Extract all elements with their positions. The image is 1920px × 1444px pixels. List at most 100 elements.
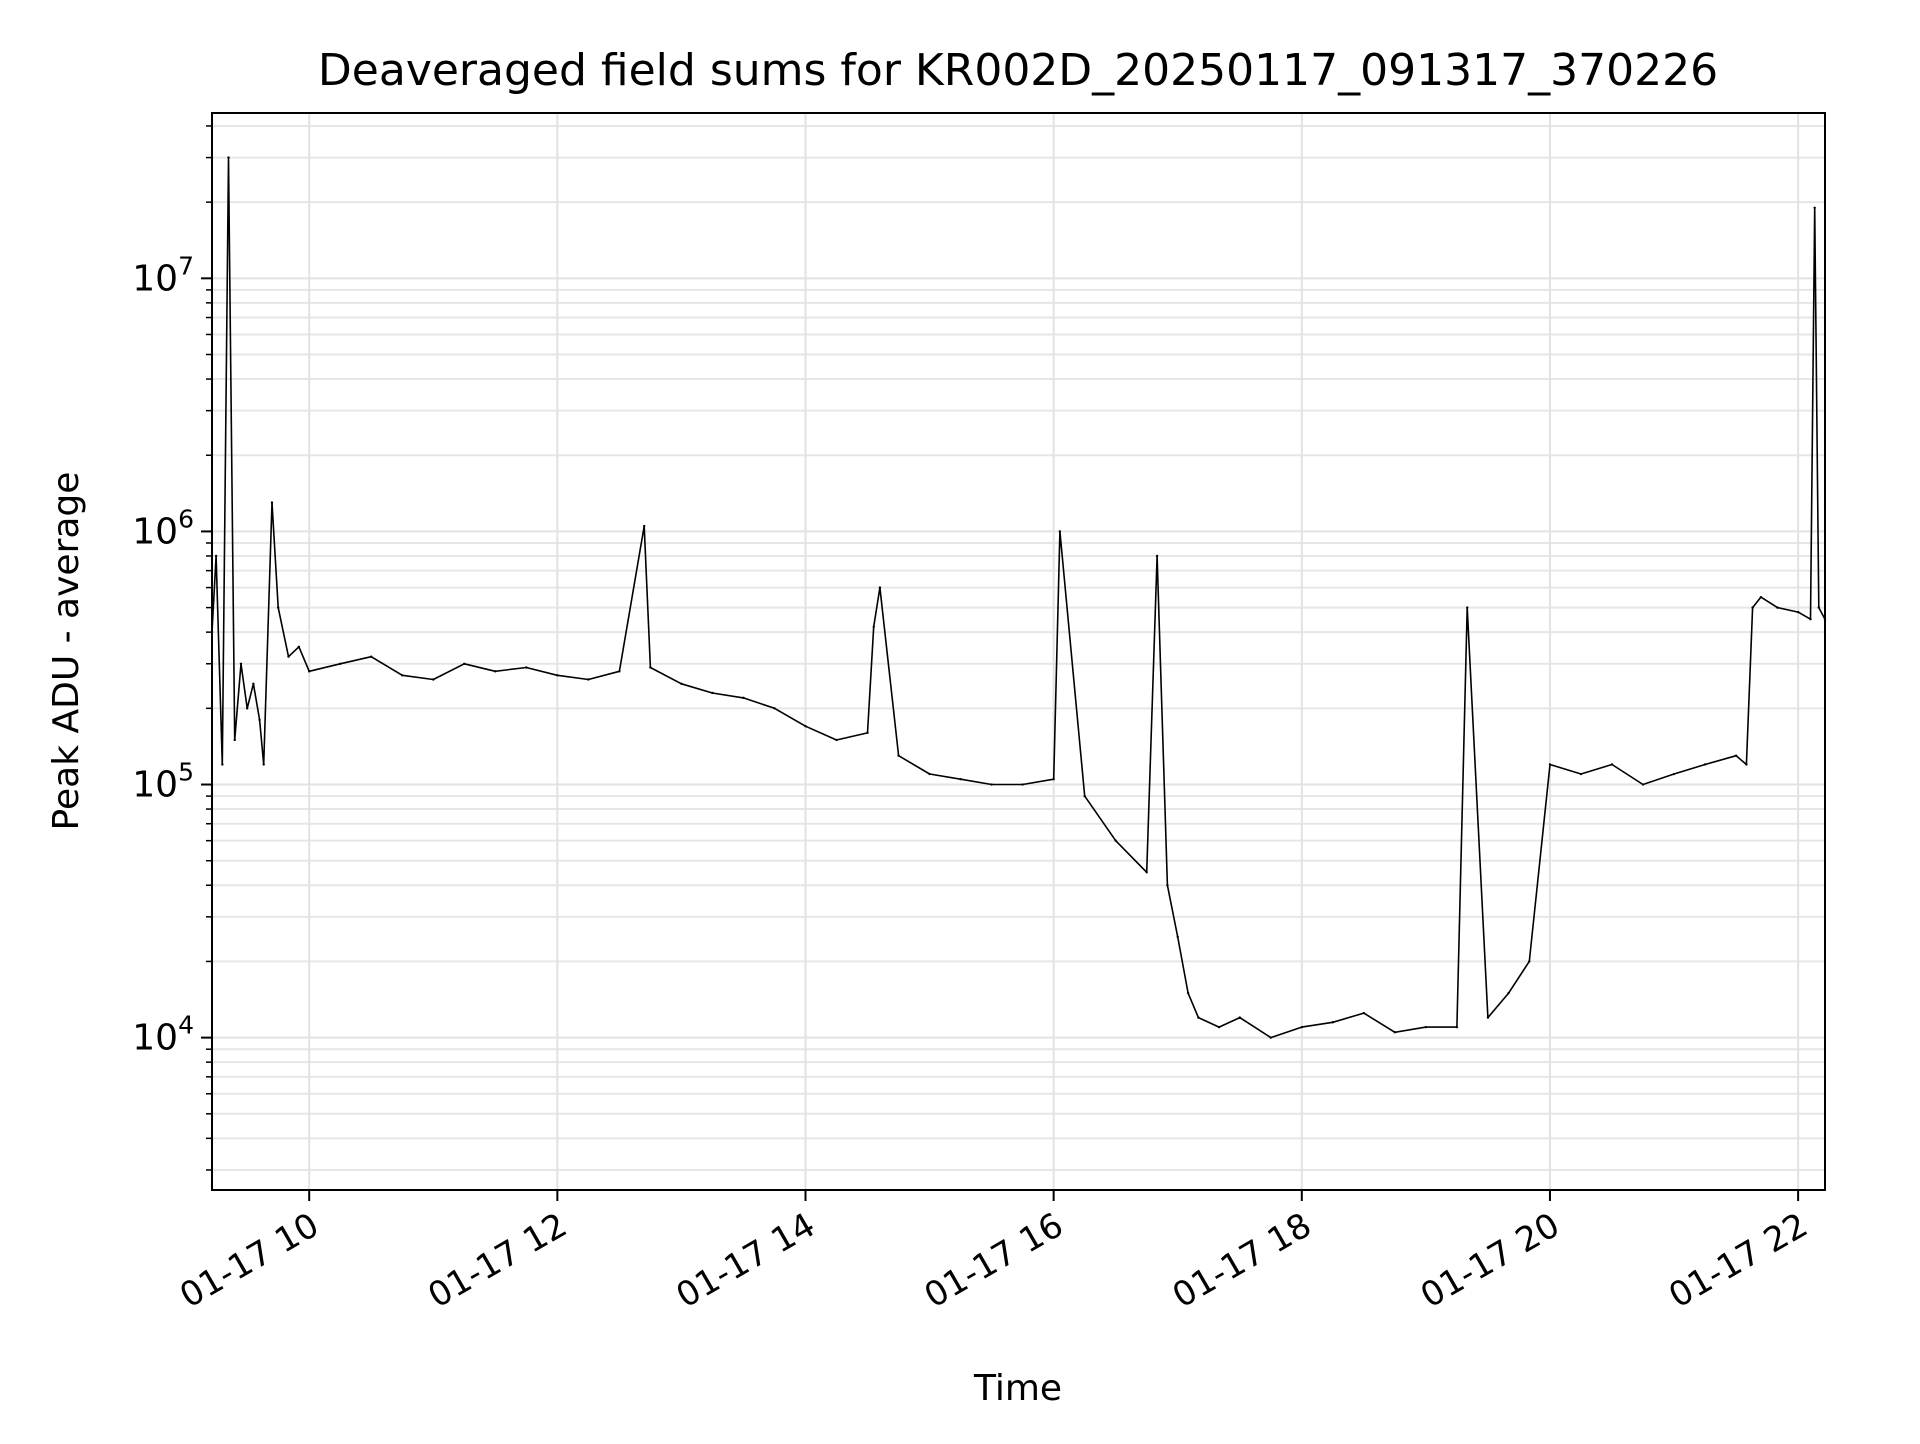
data-point — [401, 674, 404, 677]
data-point — [1672, 772, 1676, 776]
data-point — [297, 645, 301, 649]
y-axis-label: Peak ADU - average — [46, 472, 87, 831]
data-point — [239, 662, 243, 665]
data-point — [1734, 754, 1738, 757]
data-point — [1269, 1036, 1272, 1039]
data-point — [525, 666, 528, 669]
chart-title: Deaveraged field sums for KR002D_2025011… — [318, 45, 1718, 96]
data-series — [210, 156, 1827, 1039]
y-tick-label: 106 — [132, 504, 194, 552]
data-point — [1817, 606, 1820, 609]
data-point — [1745, 763, 1748, 766]
data-point — [1197, 1016, 1200, 1019]
data-point — [1751, 606, 1754, 609]
data-point — [1300, 1025, 1304, 1029]
data-point — [649, 666, 652, 669]
x-tick-label: 01-17 20 — [1414, 1205, 1566, 1316]
data-point — [1155, 554, 1159, 558]
data-point — [1641, 783, 1645, 786]
data-point — [1703, 763, 1707, 766]
data-point — [1455, 1025, 1459, 1029]
data-point — [1021, 783, 1024, 786]
data-point — [742, 696, 745, 700]
data-point — [878, 586, 882, 589]
data-point — [276, 606, 280, 609]
y-tick-label: 104 — [132, 1011, 194, 1059]
data-point — [233, 738, 236, 742]
data-point — [1809, 617, 1812, 621]
data-point — [245, 707, 249, 710]
data-point — [643, 524, 646, 528]
plot-frame — [211, 112, 1826, 1191]
data-point — [1393, 1031, 1397, 1034]
y-tick-label: 105 — [132, 758, 194, 806]
data-point — [214, 554, 218, 558]
data-point — [1610, 763, 1614, 766]
data-point — [1579, 772, 1583, 776]
x-tick-label: 01-17 22 — [1662, 1205, 1814, 1316]
data-point — [252, 682, 255, 686]
data-point — [370, 655, 373, 658]
data-point — [1548, 763, 1552, 766]
data-point — [773, 707, 776, 710]
data-point — [804, 724, 807, 728]
data-point — [1507, 991, 1510, 995]
data-point — [1776, 606, 1779, 609]
data-point — [1796, 610, 1800, 614]
data-point — [494, 670, 497, 673]
data-point — [1052, 777, 1055, 781]
data-point — [287, 655, 290, 658]
data-point — [227, 156, 230, 159]
data-point — [1176, 935, 1179, 939]
data-point — [1466, 606, 1469, 609]
data-point — [432, 678, 435, 681]
data-point — [1238, 1016, 1241, 1019]
data-point — [897, 754, 900, 757]
data-point — [872, 625, 875, 628]
data-point — [1114, 839, 1117, 842]
y-axis: 104 105 106 107 — [132, 125, 212, 1171]
data-point — [866, 731, 869, 735]
x-tick-label: 01-17 12 — [421, 1205, 573, 1316]
data-point — [1331, 1021, 1335, 1024]
data-point — [463, 662, 466, 665]
x-axis-label: Time — [973, 1368, 1062, 1409]
data-point — [680, 682, 683, 686]
data-point — [1813, 206, 1816, 209]
data-point — [990, 783, 993, 786]
data-point — [835, 738, 838, 742]
data-point — [339, 662, 342, 665]
data-point — [711, 691, 714, 695]
data-point — [270, 501, 274, 504]
grid — [212, 113, 1825, 1190]
data-point — [959, 777, 962, 781]
x-tick-label: 01-17 16 — [918, 1205, 1070, 1316]
data-point — [221, 763, 224, 766]
data-point — [1528, 960, 1531, 963]
data-point — [1362, 1011, 1366, 1015]
data-point — [587, 678, 590, 681]
data-point — [1145, 871, 1148, 874]
x-tick-label: 01-17 14 — [670, 1205, 822, 1316]
data-point — [1759, 595, 1763, 599]
x-tick-label: 01-17 18 — [1166, 1205, 1318, 1316]
data-point — [928, 772, 931, 776]
data-point — [1083, 794, 1086, 798]
data-point — [556, 674, 559, 677]
x-axis: 01-17 10 01-17 12 01-17 14 01-17 16 01-17 18… — [173, 1190, 1815, 1316]
data-point — [1186, 991, 1190, 995]
data-point — [1486, 1016, 1490, 1019]
data-point — [1058, 530, 1062, 533]
x-tick-label: 01-17 10 — [173, 1205, 325, 1316]
data-point — [262, 763, 265, 766]
data-point — [618, 670, 621, 673]
data-point — [258, 718, 261, 722]
data-line — [211, 156, 1826, 1039]
data-point — [307, 670, 311, 673]
y-tick-label: 107 — [132, 251, 194, 299]
data-point — [1217, 1025, 1221, 1029]
data-point — [1424, 1025, 1428, 1029]
data-point — [1166, 884, 1169, 887]
